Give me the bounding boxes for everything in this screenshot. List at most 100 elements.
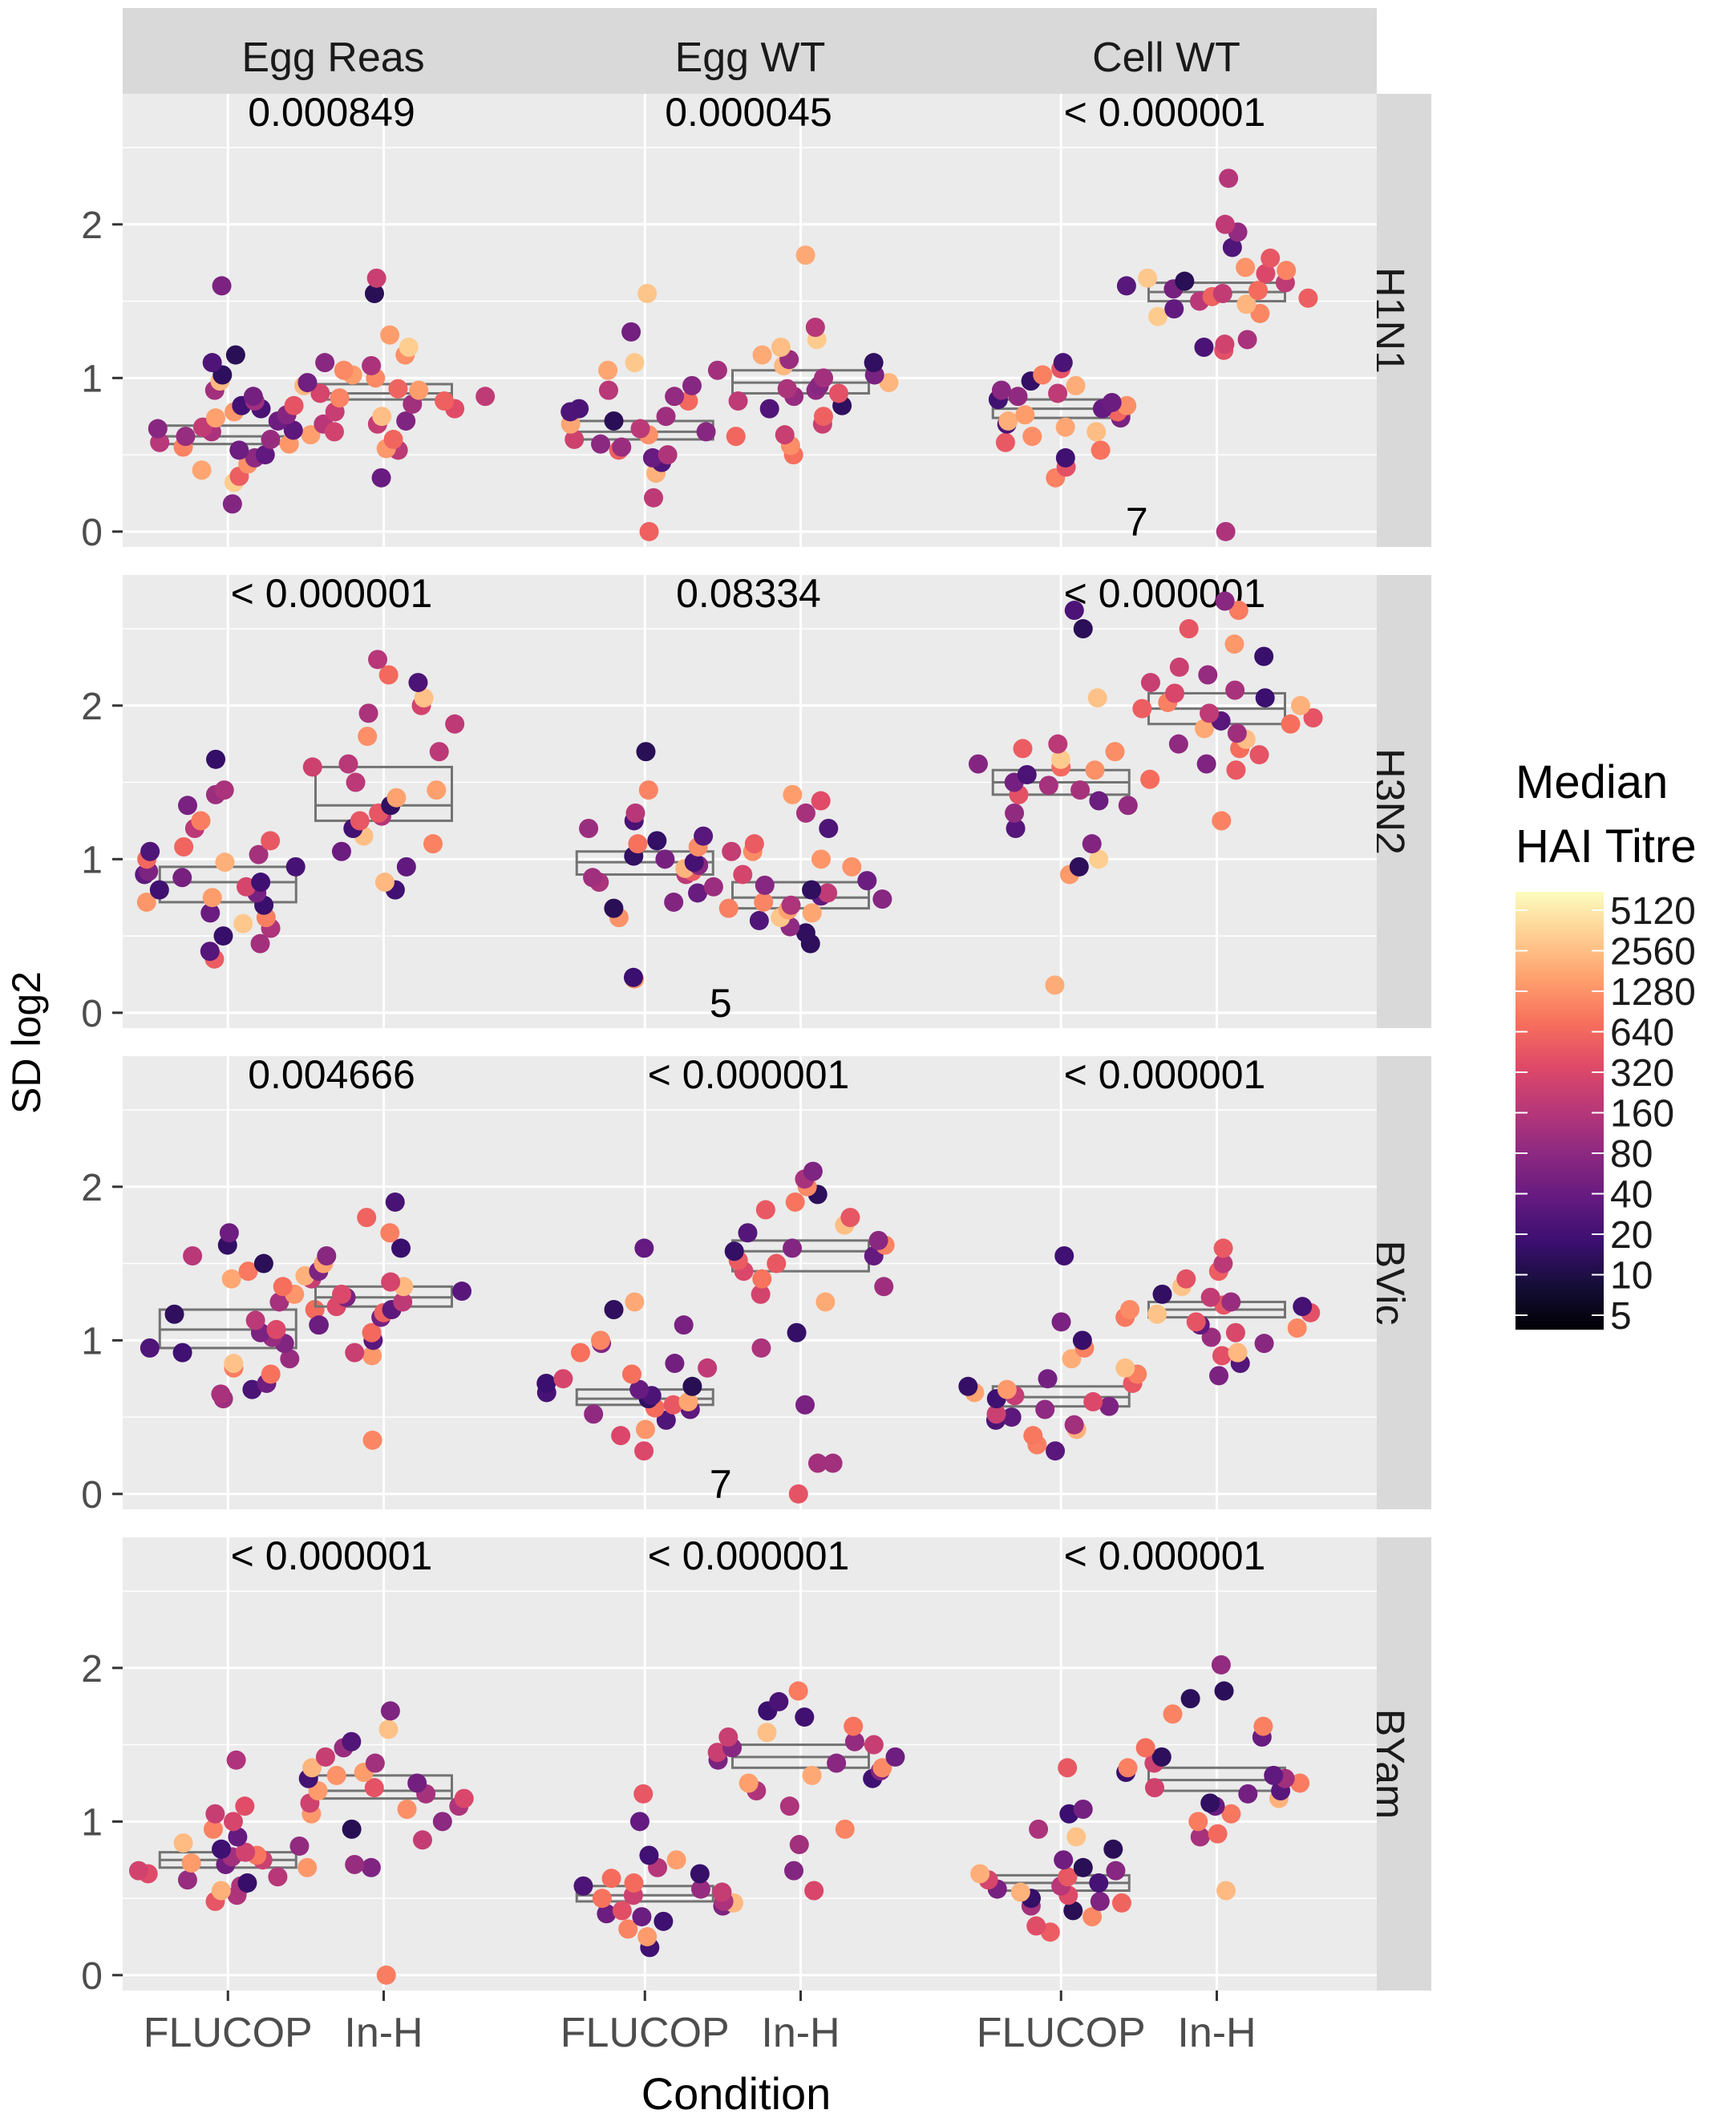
data-point <box>864 353 884 373</box>
data-point <box>409 380 429 400</box>
panel-background <box>123 1537 544 1990</box>
data-point <box>995 432 1015 452</box>
data-point <box>1219 168 1239 188</box>
panel-bvic-cell-wt: < 0.000001 <box>956 1052 1377 1509</box>
legend-label: 1280 <box>1610 971 1696 1014</box>
data-point <box>222 494 242 514</box>
data-point <box>1215 334 1235 354</box>
data-point <box>634 1238 654 1258</box>
data-point <box>1048 734 1068 754</box>
data-point <box>214 780 234 800</box>
data-point <box>1298 288 1318 308</box>
data-point <box>211 1384 231 1404</box>
data-point <box>844 1731 864 1751</box>
data-point <box>1103 1839 1123 1859</box>
data-point <box>1225 680 1245 700</box>
data-point <box>625 353 645 373</box>
data-point <box>372 407 392 427</box>
data-point <box>757 1723 777 1743</box>
data-point <box>361 1857 381 1877</box>
data-point <box>823 1453 843 1473</box>
data-point <box>749 910 769 930</box>
data-point <box>656 1410 676 1430</box>
data-point <box>536 1373 556 1393</box>
data-point <box>1118 1758 1138 1778</box>
data-point <box>374 873 395 893</box>
data-point <box>785 1192 805 1212</box>
data-point <box>366 268 386 288</box>
panel-byam-egg-reas: < 0.000001 <box>123 1533 544 1990</box>
data-point <box>1082 1907 1103 1927</box>
data-point <box>573 1876 593 1896</box>
data-point <box>1117 395 1137 415</box>
data-point <box>707 360 727 380</box>
data-point <box>624 1873 644 1893</box>
data-point <box>261 429 281 449</box>
legend-colorbar <box>1515 892 1604 1330</box>
data-point <box>242 1379 262 1399</box>
data-point <box>644 488 664 508</box>
data-point <box>236 1842 256 1862</box>
data-point <box>302 1758 322 1778</box>
data-point <box>213 926 233 946</box>
data-point <box>1017 764 1037 784</box>
data-point <box>1169 657 1189 677</box>
data-point <box>815 1292 836 1312</box>
column-strip-label: Egg Reas <box>241 34 424 81</box>
data-point <box>1090 1891 1110 1911</box>
data-point <box>630 419 650 439</box>
data-point <box>666 1850 686 1870</box>
data-point <box>1164 299 1184 319</box>
panel-note: 7 <box>1126 500 1148 545</box>
data-point <box>1089 1873 1109 1893</box>
data-point <box>1063 1901 1083 1921</box>
data-point <box>621 322 641 342</box>
data-point <box>1212 283 1232 303</box>
data-point <box>297 1857 318 1877</box>
data-point <box>192 460 212 480</box>
data-point <box>289 1836 310 1856</box>
legend-label: 80 <box>1610 1133 1653 1176</box>
data-point <box>1200 1793 1220 1813</box>
data-point <box>991 380 1011 400</box>
panel-background <box>123 1056 544 1509</box>
data-point <box>656 407 676 427</box>
p-value-label: < 0.000001 <box>648 1052 850 1097</box>
data-point <box>383 429 403 449</box>
data-point <box>200 942 220 962</box>
data-point <box>788 1681 808 1701</box>
data-point <box>1198 665 1218 685</box>
data-point <box>1151 1747 1171 1767</box>
data-point <box>1293 1297 1313 1317</box>
data-point <box>388 379 408 399</box>
data-point <box>784 1861 804 1881</box>
data-point <box>1106 1861 1126 1881</box>
data-point <box>1255 688 1275 708</box>
x-axis-tick-label: FLUCOP <box>144 2010 313 2056</box>
data-point <box>674 1315 694 1335</box>
data-point <box>1236 294 1256 314</box>
panel-byam-cell-wt: < 0.000001 <box>956 1533 1377 1990</box>
data-point <box>1248 281 1269 301</box>
data-point <box>1238 1784 1258 1804</box>
data-point <box>429 742 449 762</box>
data-point <box>380 1701 400 1721</box>
data-point <box>597 1904 617 1924</box>
data-point <box>1099 1396 1119 1416</box>
data-point <box>206 749 226 769</box>
data-point <box>1175 271 1195 291</box>
data-point <box>1180 1689 1200 1709</box>
data-point <box>691 1879 711 1899</box>
y-axis-tick-label: 1 <box>81 839 103 881</box>
data-point <box>331 841 351 861</box>
data-point <box>655 849 675 869</box>
legend-title-line1: Median <box>1515 756 1668 808</box>
legend-label: 2560 <box>1610 931 1696 974</box>
data-point <box>579 819 599 839</box>
panel-note: 7 <box>710 1462 732 1507</box>
data-point <box>811 791 831 811</box>
data-point <box>301 425 321 445</box>
data-point <box>202 353 222 373</box>
data-point <box>958 1376 978 1396</box>
